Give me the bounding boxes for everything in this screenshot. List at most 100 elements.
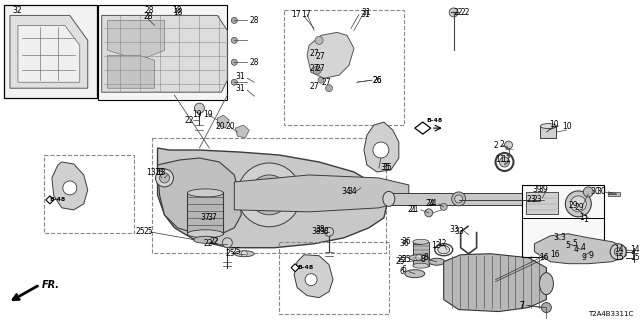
- Text: 30: 30: [591, 188, 600, 196]
- Text: 21: 21: [407, 205, 417, 214]
- Circle shape: [373, 142, 389, 158]
- Circle shape: [241, 251, 247, 257]
- Text: 27: 27: [315, 52, 324, 61]
- Text: 39: 39: [532, 185, 543, 195]
- Text: 37: 37: [200, 213, 211, 222]
- Bar: [44, 155, 134, 233]
- Text: 22: 22: [454, 8, 463, 17]
- Circle shape: [318, 77, 324, 83]
- Polygon shape: [18, 25, 80, 82]
- Circle shape: [324, 227, 333, 236]
- Circle shape: [249, 175, 289, 215]
- Text: 18: 18: [173, 6, 182, 15]
- Ellipse shape: [584, 246, 592, 258]
- Text: 25: 25: [395, 257, 405, 266]
- Text: 12: 12: [431, 241, 441, 250]
- Text: 31: 31: [361, 8, 371, 17]
- Circle shape: [452, 192, 466, 206]
- Polygon shape: [415, 122, 431, 134]
- Ellipse shape: [405, 270, 425, 278]
- Text: 27: 27: [315, 64, 324, 73]
- Text: 25: 25: [226, 249, 236, 258]
- Text: 25: 25: [144, 227, 154, 236]
- Ellipse shape: [193, 236, 218, 243]
- Text: 38: 38: [316, 225, 325, 234]
- Text: B-48: B-48: [427, 118, 443, 123]
- Text: 21: 21: [409, 205, 419, 214]
- Circle shape: [237, 163, 301, 227]
- Text: 36: 36: [401, 237, 411, 246]
- Circle shape: [261, 187, 277, 203]
- Bar: [279, 242, 389, 314]
- Text: 26: 26: [373, 76, 383, 85]
- Text: 38: 38: [312, 227, 321, 236]
- Bar: [284, 11, 404, 125]
- Text: 6: 6: [400, 267, 405, 276]
- Text: T2A4B3311C: T2A4B3311C: [588, 310, 633, 316]
- Text: 1: 1: [584, 215, 588, 224]
- Ellipse shape: [188, 230, 223, 238]
- Text: 12: 12: [437, 239, 447, 248]
- Text: 28: 28: [249, 58, 259, 67]
- Circle shape: [315, 36, 323, 44]
- Text: FR.: FR.: [42, 280, 60, 290]
- Ellipse shape: [438, 246, 450, 254]
- Polygon shape: [307, 32, 354, 78]
- Bar: [522, 185, 604, 257]
- Text: 7: 7: [520, 301, 524, 310]
- Text: 1: 1: [580, 213, 584, 222]
- Circle shape: [231, 17, 237, 23]
- Text: 22: 22: [184, 116, 194, 124]
- Text: 11: 11: [501, 156, 511, 164]
- Text: B-48: B-48: [297, 265, 314, 270]
- Text: 13: 13: [154, 168, 164, 178]
- Ellipse shape: [540, 273, 554, 295]
- Text: 26: 26: [373, 76, 383, 85]
- Text: 20: 20: [216, 122, 225, 131]
- Text: 10: 10: [548, 120, 558, 129]
- Text: 31: 31: [236, 72, 245, 81]
- Ellipse shape: [188, 189, 223, 197]
- Polygon shape: [52, 162, 88, 210]
- Text: 27: 27: [310, 64, 319, 73]
- Ellipse shape: [413, 263, 429, 268]
- Text: 5: 5: [566, 241, 570, 250]
- Text: 28: 28: [143, 12, 153, 21]
- Text: 27: 27: [310, 82, 319, 91]
- Text: 22: 22: [204, 239, 213, 248]
- Text: 25: 25: [136, 227, 145, 236]
- Text: 6: 6: [402, 265, 407, 274]
- Polygon shape: [444, 254, 547, 312]
- Text: 28: 28: [249, 16, 259, 25]
- Text: 19: 19: [204, 110, 213, 119]
- Ellipse shape: [540, 124, 556, 129]
- Text: 32: 32: [12, 6, 22, 15]
- Text: 8: 8: [420, 255, 425, 264]
- Circle shape: [454, 195, 463, 203]
- Ellipse shape: [567, 241, 573, 248]
- Circle shape: [231, 59, 237, 65]
- Text: 16: 16: [550, 250, 560, 259]
- Bar: [387, 193, 534, 205]
- Circle shape: [231, 79, 237, 85]
- Circle shape: [504, 141, 513, 149]
- Ellipse shape: [383, 191, 395, 206]
- Text: 23: 23: [527, 196, 536, 204]
- Ellipse shape: [573, 242, 583, 254]
- Text: 36: 36: [399, 239, 409, 248]
- Polygon shape: [540, 126, 556, 138]
- Text: 8: 8: [424, 253, 429, 262]
- Circle shape: [500, 157, 509, 167]
- Text: 33: 33: [449, 225, 459, 234]
- Text: 24: 24: [427, 199, 436, 208]
- Text: 25: 25: [232, 247, 241, 256]
- Circle shape: [305, 274, 317, 286]
- Circle shape: [541, 303, 552, 313]
- Ellipse shape: [429, 258, 445, 265]
- Text: 33: 33: [455, 227, 465, 236]
- Polygon shape: [157, 158, 241, 235]
- Text: 25: 25: [401, 255, 411, 264]
- Polygon shape: [294, 255, 333, 298]
- Text: 13: 13: [146, 168, 156, 178]
- Circle shape: [326, 85, 333, 92]
